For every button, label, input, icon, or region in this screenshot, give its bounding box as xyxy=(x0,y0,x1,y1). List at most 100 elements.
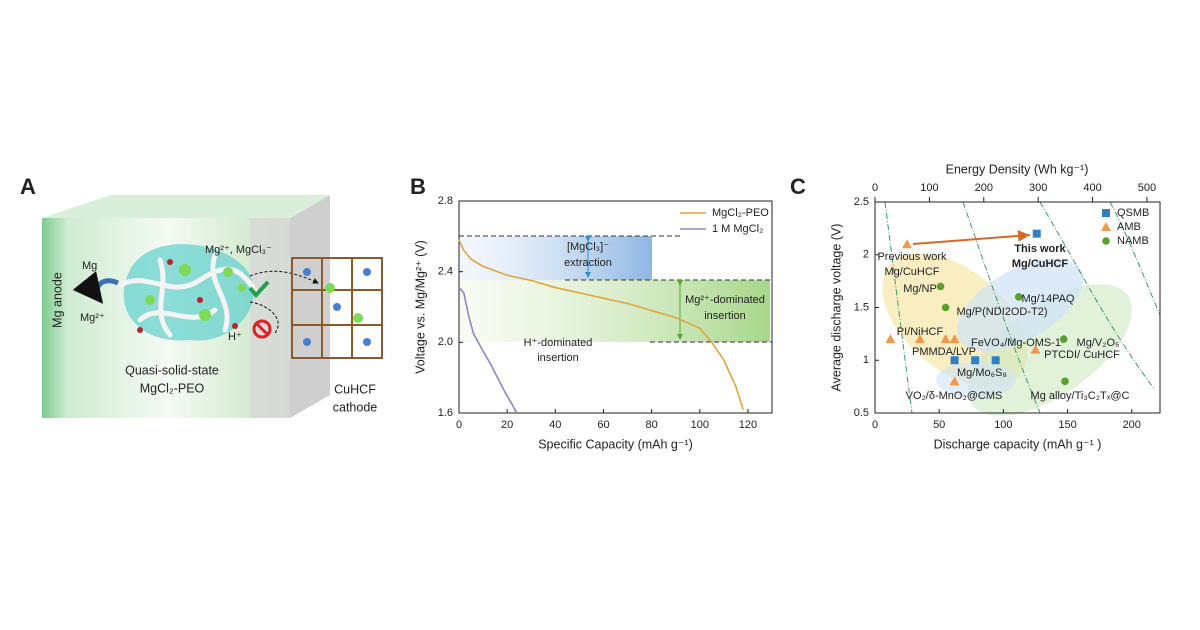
x-axis-title: Specific Capacity (mAh g⁻¹) xyxy=(538,437,693,451)
annotation: Mg/14PAQ xyxy=(1022,293,1075,305)
mg-arrow xyxy=(72,271,120,304)
point xyxy=(1014,293,1023,301)
mg-label: Mg xyxy=(82,260,97,272)
point xyxy=(902,239,913,249)
annotation: PI/NiHCF xyxy=(897,326,944,338)
point xyxy=(941,303,950,312)
y-tick-label: 2.0 xyxy=(438,336,453,348)
legend-label: NAMB xyxy=(1117,235,1149,247)
x-tick-label: 120 xyxy=(739,419,757,431)
annotation: Mg alloy/Ti₃C₂Tₓ@C xyxy=(1031,390,1130,402)
electrolyte-label: Quasi-solid-state xyxy=(125,363,219,377)
cathode-label: cathode xyxy=(333,400,378,414)
x-tick-label: 50 xyxy=(933,419,945,431)
y-tick-label: 2 xyxy=(863,249,869,261)
x-tick-label: 60 xyxy=(597,419,609,431)
legend-swatch xyxy=(1101,222,1111,231)
x-tick-label: 20 xyxy=(501,419,513,431)
annotation: extraction xyxy=(564,257,612,269)
x-tick-label: 100 xyxy=(691,419,709,431)
box-top xyxy=(42,195,330,218)
forbid-icon xyxy=(252,319,272,339)
point xyxy=(914,334,925,344)
proton-label: H⁺ xyxy=(228,331,242,343)
y-axis-title: Average discharge voltage (V) xyxy=(829,224,843,392)
annotation: insertion xyxy=(704,310,746,322)
annotation: PMMDA/LVP xyxy=(912,346,976,358)
ion-arrow xyxy=(249,270,319,284)
annotation: Mg/CuHCF xyxy=(1012,258,1068,270)
y-axis-title: Voltage vs. Mg/Mg²⁺ (V) xyxy=(413,240,427,374)
y-tick-label: 2.4 xyxy=(438,266,453,278)
point xyxy=(949,376,960,386)
panel-letter: B xyxy=(410,174,426,199)
x-tick-label: 40 xyxy=(549,419,561,431)
x-tick-label: 100 xyxy=(994,419,1012,431)
x2-tick-label: 200 xyxy=(975,182,993,194)
point xyxy=(936,282,945,291)
point xyxy=(991,356,1000,365)
panel-c-regions xyxy=(882,201,1161,416)
annotation: FeVO₄/Mg-OMS-1 xyxy=(971,337,1061,349)
annotation: [MgCl₃]⁻ xyxy=(567,241,609,253)
x2-tick-label: 400 xyxy=(1083,182,1101,194)
annotation: Mg/Mo₆S₈ xyxy=(957,367,1007,379)
legend-label: MgCl₂-PEO xyxy=(712,207,769,219)
y-tick-label: 2.5 xyxy=(854,196,869,208)
box-side xyxy=(290,195,330,418)
annotation: Previous work xyxy=(877,251,947,263)
panel-b-regions xyxy=(459,235,772,343)
point xyxy=(940,334,951,344)
line xyxy=(458,287,518,414)
point xyxy=(1061,377,1069,386)
anode-layer xyxy=(42,218,70,418)
annotation: PTCDI/ CuHCF xyxy=(1044,349,1120,361)
region xyxy=(459,236,652,280)
line xyxy=(458,239,744,410)
annotation: insertion xyxy=(537,352,579,364)
cathode-layer xyxy=(250,218,290,418)
point xyxy=(1032,229,1041,238)
mg-ion-label: Mg²⁺ xyxy=(80,312,105,324)
x2-tick-label: 0 xyxy=(872,182,878,194)
point xyxy=(1030,344,1041,354)
point xyxy=(971,356,980,365)
annotation: Mg/NP xyxy=(903,283,937,295)
panel-a: A Mg anode Mg Mg²⁺ Mg²⁺, MgCl₃⁻ H⁺ Quasi… xyxy=(20,174,383,418)
x2-axis-title: Energy Density (Wh kg⁻¹) xyxy=(946,162,1089,176)
x-tick-label: 0 xyxy=(456,419,462,431)
point xyxy=(950,356,959,365)
electrolyte-label: MgCl₂-PEO xyxy=(140,381,205,395)
x-tick-label: 150 xyxy=(1058,419,1076,431)
y-tick-label: 0.5 xyxy=(854,407,869,419)
annotation: H⁺-dominated xyxy=(524,337,593,349)
plot-frame xyxy=(458,200,773,414)
ions-label: Mg²⁺, MgCl₃⁻ xyxy=(205,244,272,256)
point xyxy=(949,334,960,344)
x2-tick-label: 100 xyxy=(920,182,938,194)
ions xyxy=(145,264,246,321)
protons xyxy=(137,259,238,333)
legend-label: 1 M MgCl₂ xyxy=(712,223,763,235)
legend-swatch xyxy=(1102,237,1110,245)
x-tick-label: 200 xyxy=(1123,419,1141,431)
x-tick-label: 0 xyxy=(872,419,878,431)
crystal-lattice xyxy=(291,257,383,359)
annotation: VO₂/δ-MnO₂@CMS xyxy=(906,390,1003,402)
proton-arrow xyxy=(249,301,279,334)
y-tick-label: 1.6 xyxy=(438,407,453,419)
annotation: Mg/P(NDI2OD-T2) xyxy=(956,306,1047,318)
x-axis-title: Discharge capacity (mAh g⁻¹ ) xyxy=(934,437,1102,451)
annotation: Mg/V₂O₅ xyxy=(1077,337,1120,349)
annotation: Mg/CuHCF xyxy=(884,266,939,278)
legend-label: AMB xyxy=(1117,221,1141,233)
cathode-label: CuHCF xyxy=(334,382,376,396)
annotation: Mg²⁺-dominated xyxy=(685,294,765,306)
panel-letter: A xyxy=(20,174,36,199)
x-tick-label: 80 xyxy=(645,419,657,431)
x2-tick-label: 300 xyxy=(1029,182,1047,194)
point xyxy=(885,334,896,344)
region xyxy=(459,280,770,342)
